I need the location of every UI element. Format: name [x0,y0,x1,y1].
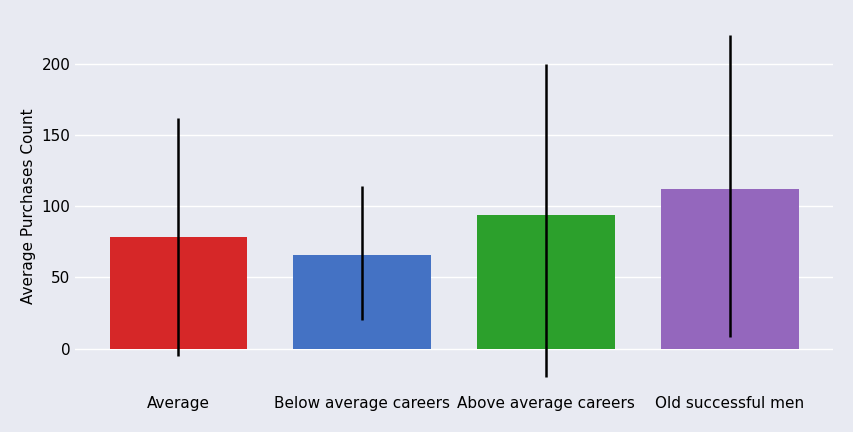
Y-axis label: Average Purchases Count: Average Purchases Count [20,108,36,304]
Bar [109,238,247,349]
Bar [293,254,431,349]
Bar [660,189,798,349]
Bar [477,215,614,349]
